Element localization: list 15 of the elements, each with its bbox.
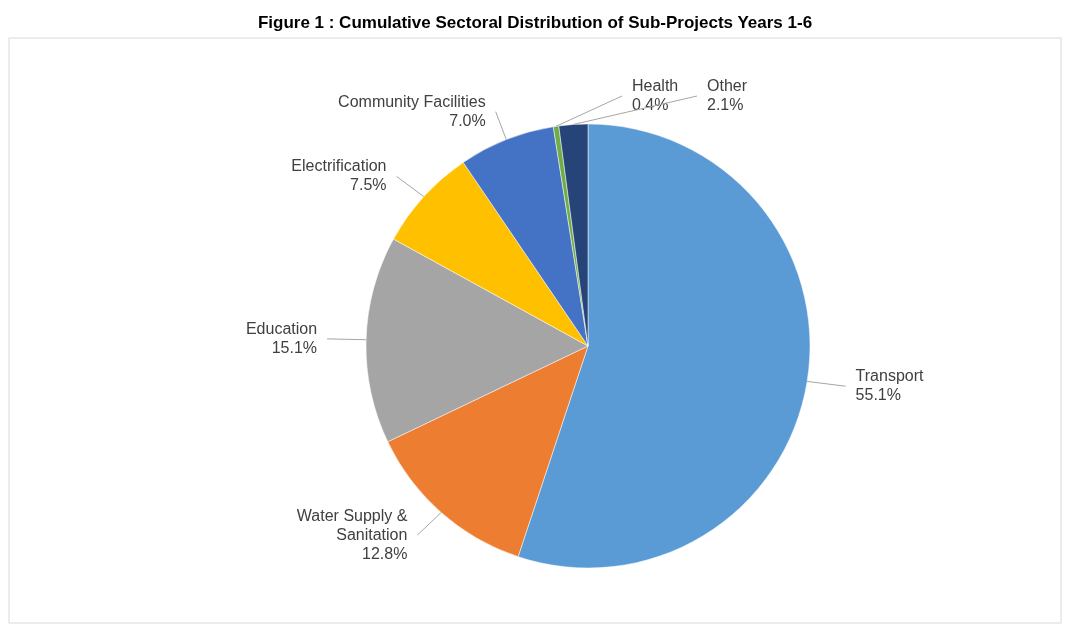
slice-label: Education xyxy=(245,319,318,337)
slice-label: Community Facilities xyxy=(338,92,486,110)
data-label: 7.0% xyxy=(449,111,486,129)
slice-label: Electrification xyxy=(291,157,387,175)
slice-label: Transport xyxy=(855,367,925,385)
data-label: 2.1% xyxy=(707,96,744,113)
slice-label: Other xyxy=(707,77,748,94)
data-label: 55.1% xyxy=(855,386,901,404)
data-label: 7.5% xyxy=(350,176,387,194)
data-label: 12.8% xyxy=(362,544,408,562)
chart-title: Figure 1 : Cumulative Sectoral Distribution of Sub-Projects Years 1-6 xyxy=(257,13,813,32)
data-label: 0.4% xyxy=(632,96,669,113)
slice-label: Health xyxy=(632,77,679,94)
data-label: 15.1% xyxy=(271,338,318,356)
slice-label: Water Supply & Sanitation xyxy=(296,506,408,543)
